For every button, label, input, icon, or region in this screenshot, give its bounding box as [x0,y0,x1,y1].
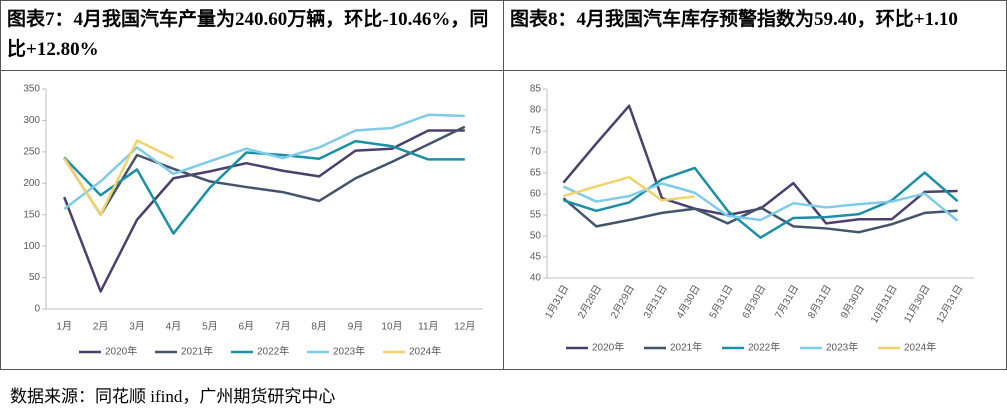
legend-label: 2022年 [257,345,289,358]
x-tick-label: 7月31日 [772,283,801,321]
chart-title: 图表7：4月我国汽车产量为240.60万辆，环比-10.46%，同比+12.80… [1,1,503,71]
series-line [562,197,958,234]
x-tick-label: 1月31日 [543,283,572,321]
y-tick-label: 40 [530,273,542,284]
x-tick-label: 8月31日 [805,283,834,321]
panel: 图表8：4月我国汽车库存预警指数为59.40，环比+1.10 40 45 50 55 6… [504,1,1006,369]
x-tick-label: 12月 [454,321,475,333]
chart: 0 50 100 150 200 250 300 350 1月 2月 3月 4月 5月 6月 7月 8月 9月 1… [23,84,483,358]
y-tick-label: 300 [23,115,40,126]
x-tick-label: 9月 [348,321,364,333]
legend-label: 2020年 [592,341,624,354]
x-tick-label: 4月30日 [674,283,703,321]
y-tick-label: 0 [34,304,40,315]
x-tick-label: 6月30日 [740,283,769,321]
y-tick-label: 50 [29,272,41,283]
x-tick-label: 4月 [166,321,182,333]
x-tick-label: 10月31日 [868,283,900,326]
y-tick-label: 350 [23,84,40,95]
series-line [63,129,465,293]
legend-label: 2020年 [105,345,137,358]
figure-frame: 图表7：4月我国汽车产量为240.60万辆，环比-10.46%，同比+12.80… [0,0,1007,370]
legend-label: 2024年 [409,345,441,358]
y-tick-label: 55 [530,210,542,221]
series-line [63,113,465,211]
x-tick-label: 11月 [418,321,438,333]
series-line [63,125,466,216]
legend-label: 2024年 [904,341,936,354]
source-note: 数据来源：同花顺 ifind，广州期货研究中心 [10,387,336,406]
legend-label: 2021年 [670,341,702,354]
x-tick-label: 9月30日 [838,283,867,321]
x-tick-label: 3月 [129,321,145,333]
chart-title: 图表8：4月我国汽车库存预警指数为59.40，环比+1.10 [504,1,1006,71]
x-tick-label: 10月 [381,321,402,333]
y-tick-label: 60 [530,189,542,200]
series-line [562,104,958,225]
chart: 40 45 50 55 60 65 70 75 80 85 1月31日 2月28日 2月29日 3月31日… [530,84,974,354]
x-tick-label: 2月 [93,321,109,333]
x-tick-label: 5月31日 [707,283,736,321]
legend-label: 2023年 [333,345,365,358]
y-tick-label: 70 [530,147,542,158]
y-tick-label: 200 [23,178,40,189]
y-tick-label: 45 [530,252,542,263]
legend-label: 2022年 [748,341,780,354]
y-tick-label: 50 [530,231,542,242]
legend-label: 2023年 [826,341,858,354]
x-tick-label: 8月 [311,321,327,333]
y-tick-label: 85 [530,84,542,95]
x-tick-label: 6月 [239,321,255,333]
panel: 图表7：4月我国汽车产量为240.60万辆，环比-10.46%，同比+12.80… [1,1,504,369]
series-line [563,175,695,202]
y-tick-label: 80 [530,105,542,116]
y-tick-label: 100 [23,241,40,252]
x-tick-label: 7月 [275,321,291,333]
y-tick-label: 75 [530,126,542,137]
series-line [562,182,959,222]
legend-label: 2021年 [181,345,213,358]
x-tick-label: 1月 [56,321,72,333]
x-tick-label: 12月31日 [934,283,966,326]
x-tick-label: 2月28日 [575,283,604,321]
y-tick-label: 150 [23,209,40,220]
x-tick-label: 2月29日 [608,283,637,321]
series-line [63,139,175,216]
x-tick-label: 11月30日 [901,283,932,325]
y-tick-label: 65 [530,168,542,179]
y-tick-label: 250 [23,146,40,157]
x-tick-label: 5月 [202,321,218,333]
x-tick-label: 3月31日 [641,283,670,321]
